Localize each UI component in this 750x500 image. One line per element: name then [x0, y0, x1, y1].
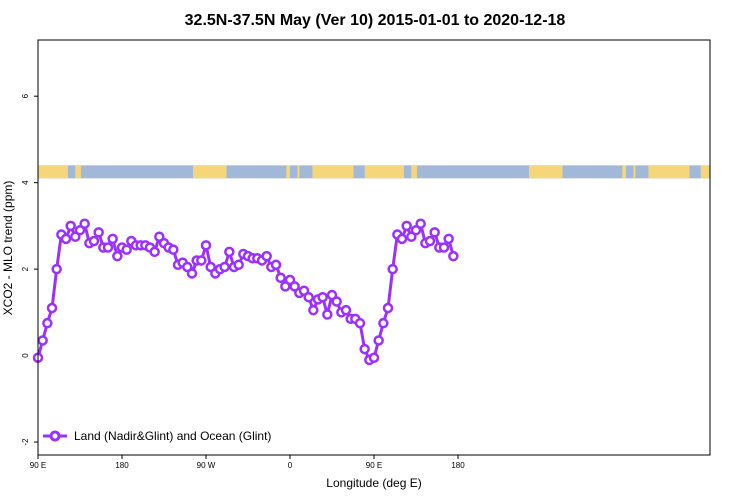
- data-point: [354, 317, 366, 329]
- y-axis-label: XCO2 - MLO trend (ppm): [1, 181, 15, 316]
- x-tick-label: 0: [288, 461, 293, 470]
- data-point: [65, 220, 76, 232]
- x-tick-label: 90 E: [30, 461, 46, 470]
- data-point: [322, 309, 333, 320]
- data-point: [51, 263, 62, 275]
- y-tick-label: 4: [21, 180, 30, 185]
- data-point: [331, 296, 342, 307]
- data-point: [196, 255, 207, 266]
- data-point: [60, 233, 72, 245]
- data-point: [42, 317, 53, 329]
- data-point: [382, 302, 394, 314]
- data-point: [340, 304, 352, 316]
- strip-land-segment: [38, 165, 68, 179]
- data-point: [102, 242, 114, 253]
- plot-frame: [37, 39, 711, 456]
- data-point: [261, 250, 272, 262]
- data-point: [317, 291, 328, 303]
- data-point: [37, 335, 48, 346]
- strip-land-segment: [648, 165, 690, 179]
- legend-label: Land (Nadir&Glint) and Ocean (Glint): [74, 429, 271, 443]
- data-point: [168, 244, 179, 255]
- y-tick-label: -2: [21, 438, 30, 446]
- data-point: [387, 263, 398, 275]
- chart-title: 32.5N-37.5N May (Ver 10) 2015-01-01 to 2…: [185, 12, 566, 29]
- data-point: [107, 233, 118, 245]
- series-points: [32, 218, 459, 366]
- strip-land-segment: [286, 165, 290, 179]
- strip-land-segment: [528, 165, 563, 179]
- data-point: [270, 259, 282, 271]
- x-tick-label: 90 E: [366, 461, 382, 470]
- x-tick-label: 180: [115, 461, 129, 470]
- data-point: [368, 352, 380, 363]
- data-point: [359, 343, 370, 355]
- data-point: [303, 291, 314, 303]
- data-point: [88, 235, 100, 247]
- data-point: [121, 244, 132, 255]
- data-point: [186, 268, 198, 279]
- data-point: [429, 227, 440, 238]
- x-axis-label: Longitude (deg E): [326, 476, 421, 490]
- data-point: [112, 250, 123, 262]
- data-point: [448, 250, 459, 262]
- y-tick-label: 0: [21, 353, 30, 358]
- legend: Land (Nadir&Glint) and Ocean (Glint): [43, 429, 271, 443]
- strip-land-segment: [75, 165, 81, 179]
- surface-type-strip: [38, 165, 710, 179]
- strip-land-segment: [622, 165, 626, 179]
- data-point: [93, 227, 104, 238]
- data-point: [149, 246, 160, 258]
- strip-land-segment: [411, 165, 417, 179]
- data-point: [373, 335, 384, 346]
- y-tick-label: 2: [21, 266, 30, 271]
- strip-land-segment: [374, 165, 404, 179]
- data-point: [415, 218, 426, 229]
- strip-land-segment: [312, 165, 354, 179]
- y-tick-label: 6: [21, 93, 30, 98]
- x-axis-ticks: 90 E 180 90 W 0 90 E 180: [30, 455, 465, 470]
- data-point: [378, 317, 389, 329]
- data-point: [443, 233, 454, 245]
- strip-land-segment: [633, 165, 636, 179]
- legend-marker-swatch: [49, 430, 61, 442]
- strip-land-segment: [192, 165, 227, 179]
- strip-land-segment: [364, 165, 374, 179]
- data-point: [396, 233, 408, 245]
- y-axis-ticks: -2 0 2 4 6: [21, 93, 38, 446]
- data-point: [233, 259, 244, 271]
- data-point: [308, 304, 319, 316]
- data-point: [224, 246, 235, 258]
- x-tick-label: 90 W: [197, 461, 216, 470]
- x-tick-label: 180: [451, 461, 465, 470]
- data-point: [424, 235, 436, 247]
- data-point: [79, 218, 90, 229]
- strip-land-segment: [700, 165, 710, 179]
- data-point: [438, 242, 450, 253]
- data-point: [401, 220, 412, 232]
- strip-land-segment: [297, 165, 300, 179]
- data-point: [46, 302, 58, 314]
- data-point: [200, 240, 212, 251]
- data-point: [275, 272, 286, 284]
- data-point: [219, 261, 230, 273]
